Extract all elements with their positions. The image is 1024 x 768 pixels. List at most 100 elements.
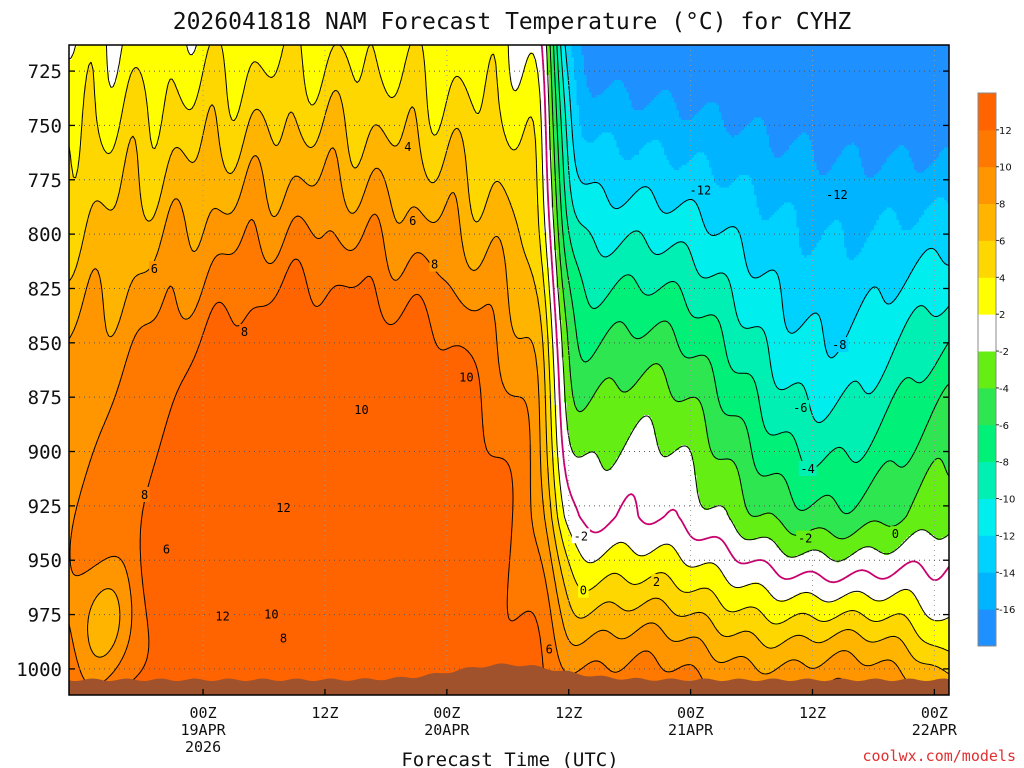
temperature-band-segment [574,145,617,148]
temperature-band-segment [424,60,490,63]
temperature-band-segment [506,135,522,138]
temperature-band-segment [324,120,345,123]
temperature-band-segment [554,165,560,168]
temperature-band-segment [564,310,575,313]
temperature-band-segment [561,497,700,501]
temperature-band-segment [559,172,565,176]
temperature-band-segment [206,217,295,221]
temperature-band-segment [279,140,305,143]
temperature-band-segment [191,360,475,363]
temperature-band-segment [601,302,687,306]
temperature-band-segment [946,470,949,473]
temperature-band-segment [569,75,575,78]
temperature-band-segment [269,75,275,78]
temperature-band-segment [549,137,555,141]
temperature-band-segment [754,465,805,468]
temperature-band-segment [79,260,155,263]
temperature-band-segment [911,160,935,163]
temperature-band-segment [666,155,695,158]
temperature-band-segment [506,277,535,281]
temperature-band-segment [116,392,177,396]
temperature-band-segment [544,392,550,396]
temperature-band-segment [439,172,467,176]
temperature-band-segment [631,100,652,103]
temperature-band-segment [226,97,242,101]
temperature-band-segment [484,435,530,438]
temperature-band-segment [154,467,510,471]
temperature-band-segment [609,255,692,258]
temperature-band-segment [556,50,562,53]
temperature-band-segment [851,460,860,463]
temperature-band-segment [771,147,790,151]
temperature-band-segment [636,190,652,193]
temperature-band-segment [199,92,227,96]
temperature-band-segment [549,382,555,386]
temperature-band-segment [249,70,265,73]
temperature-band-segment [416,115,430,118]
temperature-band-segment [159,202,172,206]
temperature-band-segment [401,132,420,136]
temperature-band-segment [454,292,510,296]
temperature-band-segment [859,310,915,313]
temperature-band-segment [694,260,747,263]
temperature-band-segment [556,210,562,213]
temperature-band-segment [556,505,565,508]
temperature-band-segment [79,155,127,158]
temperature-band-segment [474,360,500,363]
temperature-band-segment [729,132,740,136]
temperature-band-segment [114,400,175,403]
temperature-band-segment [284,197,345,201]
temperature-band-segment [114,147,127,151]
temperature-band-segment [576,82,587,86]
temperature-band-segment [671,165,682,168]
temperature-band-segment [549,485,555,488]
temperature-band-segment [656,437,710,441]
temperature-band-segment [84,300,105,303]
temperature-band-segment [236,250,262,253]
temperature-band-segment [119,195,142,198]
temperature-band-segment [69,80,87,83]
temperature-band-segment [391,142,400,146]
temperature-band-segment [201,295,277,298]
temperature-band-segment [909,460,935,463]
temperature-band-segment [496,77,512,81]
temperature-band-segment [154,462,510,466]
temperature-band-segment [561,282,570,286]
temperature-band-segment [514,87,517,91]
temperature-band-segment [69,290,87,293]
temperature-band-segment [569,230,590,233]
temperature-band-segment [69,65,90,68]
temperature-band-segment [904,285,949,288]
temperature-band-segment [524,67,537,71]
temperature-band-segment [864,492,917,496]
temperature-band-segment [404,127,417,131]
temperature-band-segment [624,237,645,241]
temperature-band-segment [71,525,142,528]
temperature-band-segment [569,287,585,291]
temperature-band-segment [559,297,565,301]
temperature-band-segment [276,212,395,216]
temperature-band-segment [609,327,627,331]
temperature-band-segment [69,455,92,458]
temperature-band-segment [69,105,85,108]
temperature-band-segment [419,142,450,146]
temperature-band-segment [126,357,195,361]
temperature-band-segment [881,292,900,296]
temperature-band-segment [539,230,545,233]
temperature-band-segment [276,67,305,71]
temperature-band-segment [689,247,745,251]
temperature-band-segment [379,167,425,171]
temperature-band-segment [694,265,747,268]
temperature-band-segment [186,372,480,376]
temperature-band-segment [239,112,252,116]
temperature-band-segment [561,200,567,203]
temperature-band-segment [204,132,220,136]
temperature-band-segment [509,55,530,58]
temperature-band-segment [346,135,370,138]
temperature-band-segment [171,202,182,206]
temperature-band-segment [161,127,205,131]
temperature-band-segment [76,502,145,506]
temperature-band-segment [551,90,557,93]
temperature-band-segment [371,172,382,176]
temperature-band-segment [551,420,557,423]
